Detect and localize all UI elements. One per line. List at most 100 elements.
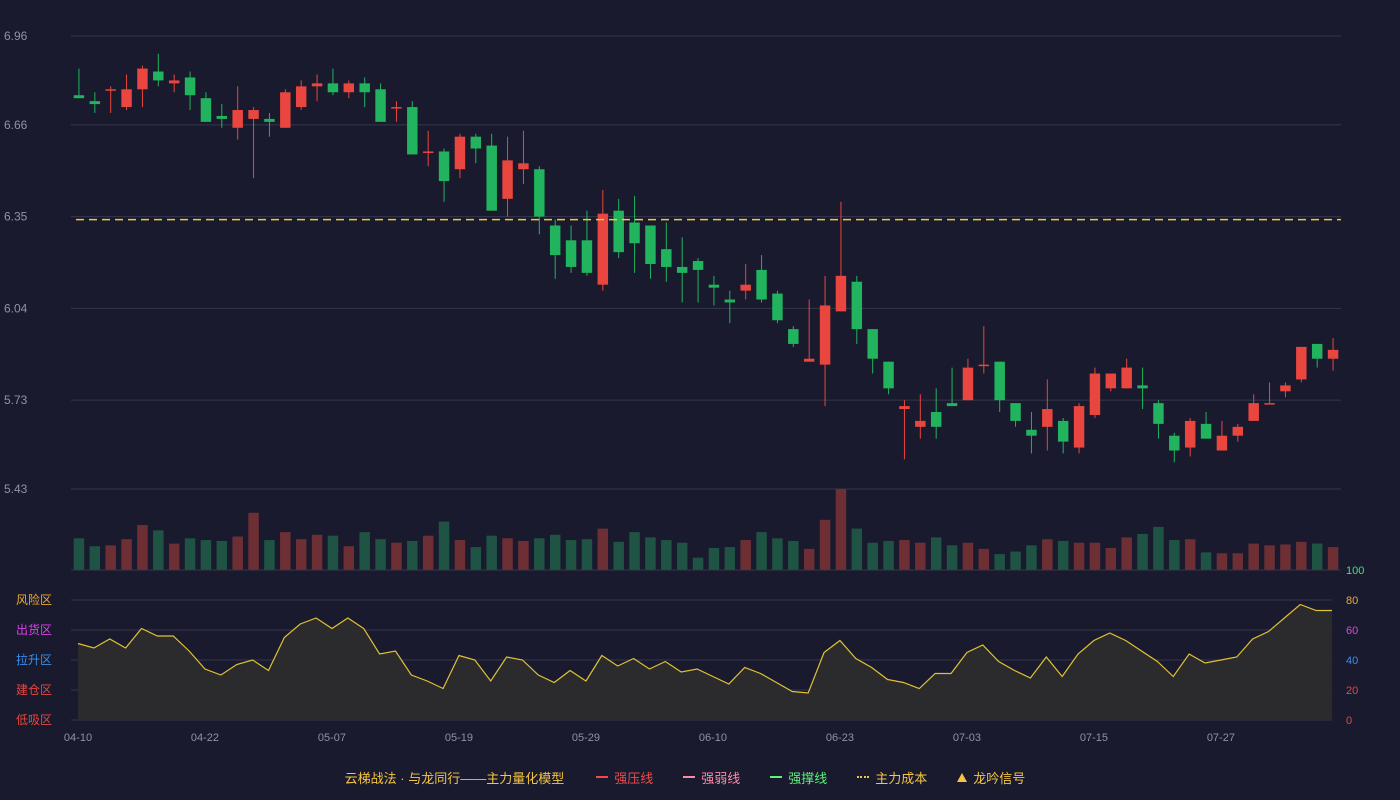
volume-bar: [422, 535, 434, 570]
candle-body: [1169, 435, 1180, 451]
oscillator-line: [77, 603, 1332, 694]
candle-body: [661, 249, 672, 267]
volume-bar: [1232, 553, 1244, 570]
triangle-icon: [957, 772, 968, 782]
candle-body: [1184, 420, 1196, 448]
legend-item-label: 强撑线: [788, 770, 828, 786]
candle-body: [788, 329, 799, 344]
volume-bar: [708, 547, 720, 570]
volume-bar: [454, 540, 466, 570]
volume-bar: [613, 541, 624, 570]
volume-bar: [1327, 547, 1339, 570]
candle-body: [1010, 403, 1021, 421]
volume-bar: [470, 547, 482, 570]
volume-bar: [756, 532, 767, 570]
volume-bar: [295, 539, 307, 570]
volume-bar: [930, 537, 942, 570]
candle-body: [1026, 429, 1037, 436]
chart-legend: 云梯战法 · 与龙同行——主力量化模型 强压线 强弱线 强撑线 主力成本 龙吟信号: [0, 766, 1400, 788]
candle-body: [1089, 373, 1101, 415]
volume-bar: [978, 548, 990, 570]
candle-body: [216, 115, 228, 119]
candle-body: [645, 225, 656, 264]
volume-bar: [264, 540, 275, 570]
candle-body: [1105, 373, 1117, 389]
volume-bar: [1121, 537, 1132, 570]
candle-body: [883, 361, 894, 389]
volume-bar: [1089, 542, 1101, 570]
candle-body: [359, 83, 370, 93]
volume-bar: [1073, 542, 1085, 570]
volume-bar: [692, 557, 704, 570]
volume-bar: [438, 521, 450, 570]
candle-body: [1200, 423, 1212, 439]
volume-bar: [851, 528, 863, 570]
oscillator-fill: [78, 604, 1332, 720]
candle-body: [1153, 403, 1164, 424]
candle-body: [581, 240, 593, 273]
volume-bar: [137, 525, 148, 570]
oscillator-tick-label: 80: [1346, 595, 1358, 607]
candle-body: [978, 364, 990, 367]
oscillator-tick-label: 20: [1346, 685, 1358, 697]
legend-item-label: 主力成本: [875, 770, 928, 786]
volume-bar: [946, 545, 958, 570]
oscillator-tick-label: 60: [1346, 625, 1358, 637]
candle-body: [391, 107, 402, 109]
volume-bar: [565, 540, 577, 570]
candle-body: [1264, 403, 1275, 405]
volume-bar: [724, 547, 736, 570]
candle-body: [105, 89, 116, 91]
volume-bar: [1026, 545, 1037, 570]
candle-body: [422, 151, 434, 153]
candle-body: [295, 86, 307, 108]
zone-label: 拉升区: [16, 652, 52, 667]
candle-body: [1280, 385, 1291, 392]
candle-body: [1121, 367, 1132, 389]
zone-label: 建仓区: [16, 683, 52, 697]
volume-bar: [486, 535, 497, 570]
candle-body: [819, 305, 831, 365]
candle-body: [708, 284, 720, 288]
candle-body: [470, 136, 482, 149]
volume-bar: [1280, 544, 1291, 570]
volume-bar: [407, 540, 418, 570]
volume-bar: [1010, 551, 1021, 570]
candle-body: [1137, 385, 1148, 389]
price-tick-label: 5.73: [4, 393, 28, 407]
candle-body: [121, 89, 132, 108]
date-tick-label: 04-10: [64, 732, 92, 744]
volume-bar: [661, 540, 672, 570]
volume-bar: [327, 535, 339, 570]
date-tick-label: 04-22: [191, 732, 219, 744]
candle-body: [486, 145, 497, 211]
candle-body: [692, 261, 704, 270]
candle-body: [375, 89, 386, 122]
legend-item-label: 龙吟信号: [973, 770, 1026, 786]
candle-body: [962, 367, 974, 401]
volume-bar: [740, 540, 751, 570]
volume-bar: [629, 532, 640, 570]
volume-bar: [772, 538, 783, 570]
date-axis: 04-10 04-22 05-07 05-19 05-29 06-10 06-23 07-03…: [64, 732, 1235, 744]
volume-bar: [502, 538, 513, 570]
candle-body: [232, 110, 243, 128]
candle-body: [89, 101, 101, 105]
candle-body: [899, 406, 910, 410]
volume-bar: [1169, 540, 1180, 570]
price-axis: 6.96 6.66 6.35 6.04 5.73 5.43: [4, 29, 28, 496]
date-tick-label: 05-29: [572, 732, 600, 744]
volume-bar: [311, 534, 323, 570]
legend-item: 主力成本: [857, 768, 927, 787]
volume-bars: [71, 489, 1341, 571]
candle-body: [1216, 435, 1228, 451]
candle-body: [629, 222, 640, 244]
date-tick-label: 06-23: [826, 732, 854, 744]
price-tick-label: 6.66: [4, 118, 28, 132]
volume-bar: [248, 512, 259, 570]
volume-bar: [1153, 526, 1164, 570]
volume-bar: [1311, 543, 1323, 570]
candle-body: [137, 68, 148, 90]
candle-body: [280, 92, 291, 128]
